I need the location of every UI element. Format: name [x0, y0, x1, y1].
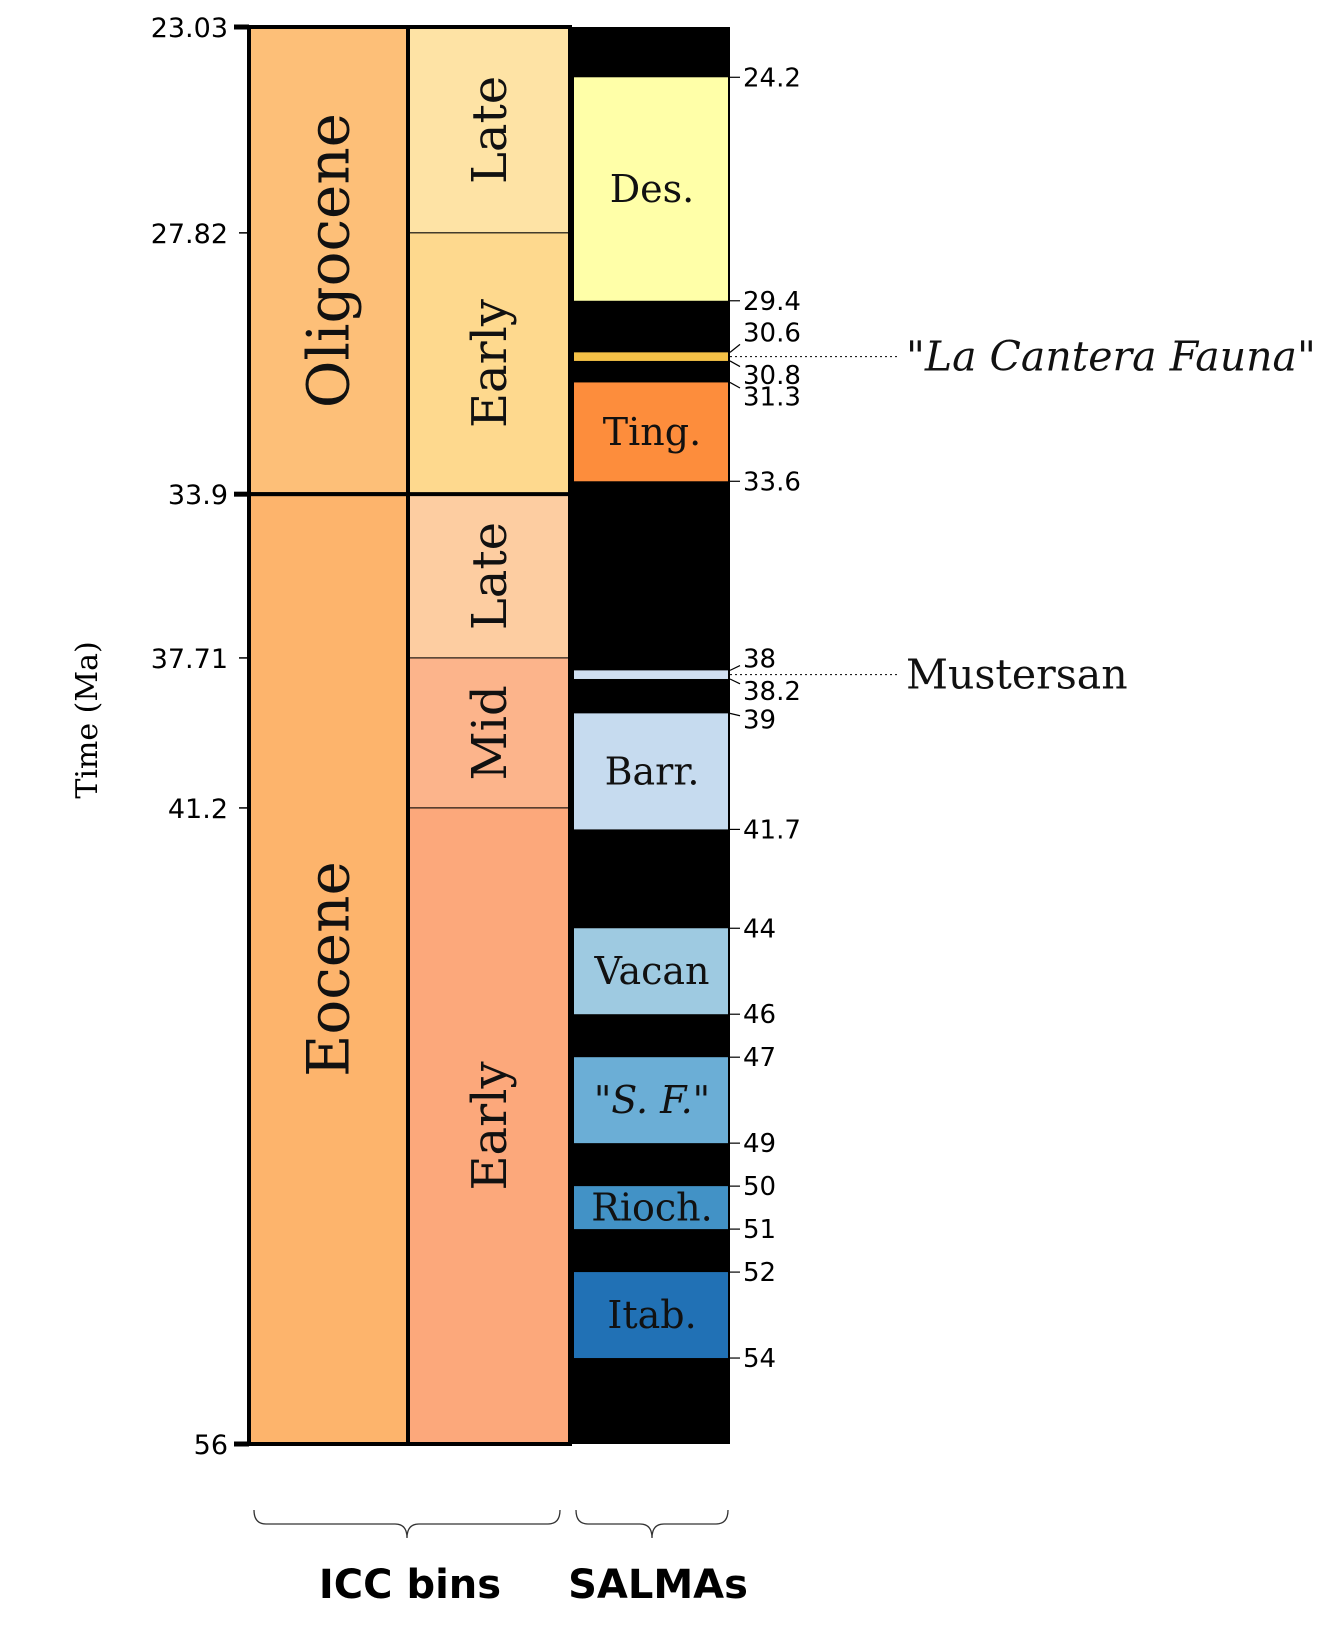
group-label-icc-bins: ICC bins	[319, 1562, 501, 1608]
salma-age-label: 30.6	[743, 318, 801, 348]
salma-age-label: 31.3	[743, 382, 801, 412]
salma-age-tick	[729, 360, 741, 368]
icc-bin-label: Late	[462, 522, 518, 630]
salma-age-label: 38.2	[743, 677, 801, 707]
salma-age-label: 51	[743, 1215, 776, 1245]
icc-bin-box	[407, 232, 571, 495]
epoch-label: Oligocene	[295, 113, 363, 408]
group-braces	[253, 1509, 729, 1539]
epoch-box	[247, 25, 410, 497]
salma-age-label: 39	[743, 705, 776, 735]
salma-age-label: 52	[743, 1258, 776, 1288]
salma-age-tick	[729, 678, 741, 685]
salma-box	[574, 928, 728, 1015]
callout-label: Mustersan	[906, 651, 1128, 699]
salma-label: Rioch.	[591, 1186, 712, 1230]
callouts: "La Cantera Fauna" Mustersan	[730, 333, 1316, 699]
group-label-salmas: SALMAs	[568, 1562, 748, 1608]
brace-icc-bins	[253, 1509, 561, 1539]
salma-age-label: 33.6	[743, 467, 801, 497]
salma-label: Des.	[610, 167, 695, 211]
salma-label: "S. F."	[594, 1078, 710, 1122]
callout-label: "La Cantera Fauna"	[906, 333, 1316, 381]
axis-title: Time (Ma)	[70, 641, 105, 798]
salma-age-label: 30.8	[743, 361, 801, 391]
salma-box	[574, 713, 728, 830]
brace-salmas	[575, 1509, 729, 1539]
icc-bin-label: Late	[462, 76, 518, 184]
salma-box	[574, 1186, 728, 1230]
salma-age-label: 54	[743, 1344, 776, 1374]
icc-bin-column: Late Early Late Mid Early	[406, 25, 572, 1446]
salma-age-label: 49	[743, 1129, 776, 1159]
salma-label: Ting.	[603, 410, 701, 454]
axis-tick-label: 33.9	[168, 480, 228, 511]
epoch-label: Eocene	[295, 861, 363, 1077]
salma-age-label: 50	[743, 1172, 776, 1202]
salma-age-label: 47	[743, 1043, 776, 1073]
time-axis: 23.03 27.82 33.9 37.71 41.2 56	[151, 13, 251, 1461]
axis-tick-label: 41.2	[168, 794, 228, 825]
salma-label: Barr.	[605, 749, 700, 793]
salma-label: Itab.	[607, 1293, 696, 1337]
axis-tick-label: 23.03	[151, 13, 228, 44]
axis-tick-label: 27.82	[151, 219, 228, 250]
icc-bin-label: Early	[462, 1061, 518, 1190]
salma-age-tick	[729, 665, 741, 671]
salma-box	[574, 77, 728, 301]
epoch-box	[247, 492, 410, 1446]
salma-box	[574, 670, 728, 679]
salma-label: Vacan	[593, 949, 709, 993]
salma-age-label: 41.7	[743, 815, 801, 845]
icc-bin-box	[407, 807, 571, 1445]
salma-box	[574, 382, 728, 482]
icc-bin-box	[407, 493, 571, 659]
epoch-column: Oligocene Eocene	[247, 25, 410, 1446]
axis-tick-label: 56	[194, 1430, 228, 1461]
salma-box	[574, 1272, 728, 1359]
icc-bin-label: Mid	[462, 685, 518, 780]
salma-age-label: 46	[743, 1000, 776, 1030]
icc-bin-box	[407, 657, 571, 809]
salma-box	[574, 1057, 728, 1144]
salma-column: Des. Ting. Barr. Vacan "S. F." Rioch. Itab.	[570, 27, 730, 1444]
salma-age-tick	[729, 381, 741, 389]
salma-age-tick	[729, 343, 741, 353]
salma-age-label: 29.4	[743, 287, 801, 317]
salma-age-label: 44	[743, 914, 776, 944]
icc-bin-label: Early	[462, 299, 518, 428]
salma-age-tick	[729, 712, 741, 717]
salma-age-label: 38	[743, 644, 776, 674]
salma-age-label: 24.2	[743, 63, 801, 93]
axis-tick-label: 37.71	[151, 644, 228, 675]
salma-box	[574, 352, 728, 361]
